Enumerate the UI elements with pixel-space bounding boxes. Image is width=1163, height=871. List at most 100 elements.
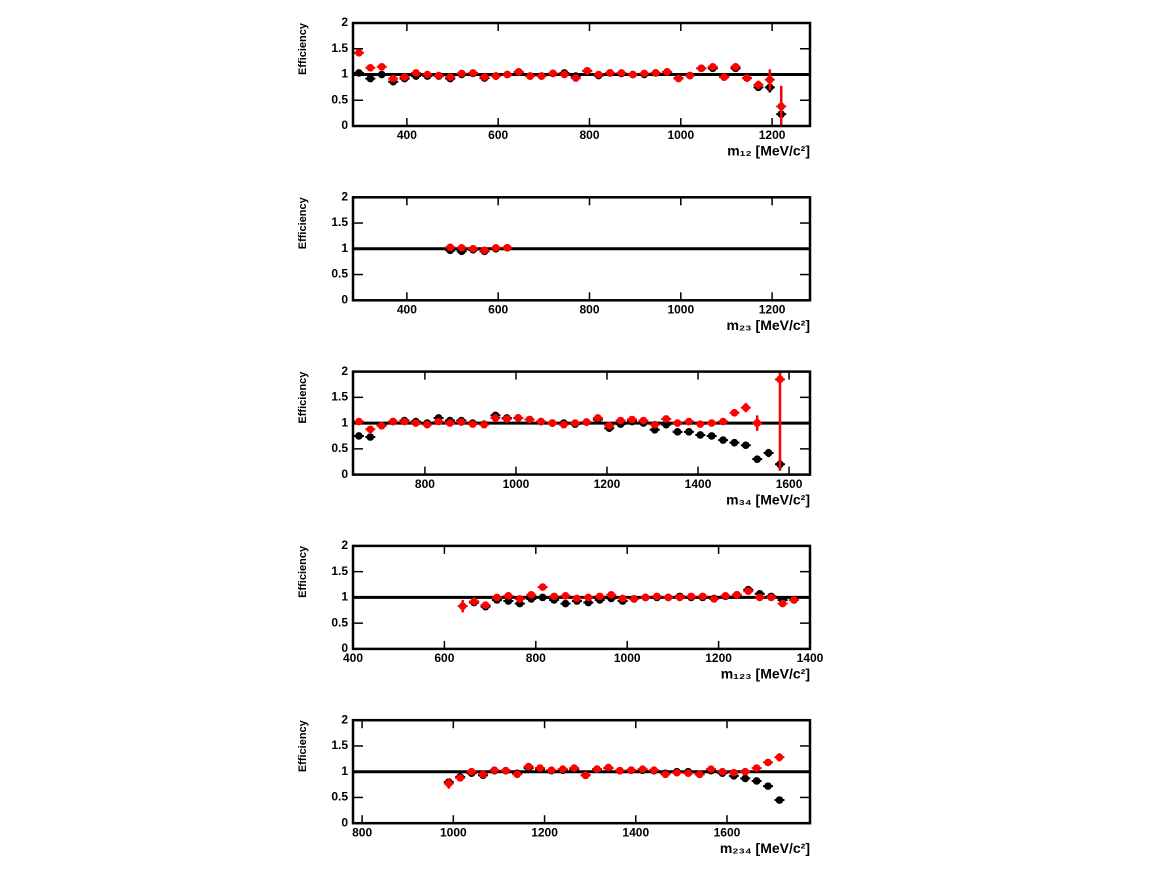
point	[377, 70, 386, 79]
x-tick-label: 1000	[667, 128, 694, 142]
point	[639, 416, 648, 425]
point	[480, 420, 488, 429]
plot-area	[353, 371, 810, 471]
x-tick-label: 600	[434, 651, 454, 665]
point	[697, 64, 706, 73]
y-tick-label: 1	[341, 241, 348, 255]
point	[400, 73, 409, 81]
point	[708, 62, 717, 71]
point	[687, 592, 695, 601]
x-tick-label: 1200	[594, 477, 621, 491]
point	[673, 428, 682, 436]
point	[366, 433, 375, 441]
point	[775, 796, 784, 804]
point	[434, 417, 443, 426]
point	[355, 432, 363, 440]
point	[389, 74, 397, 83]
point	[503, 70, 512, 79]
plot-area	[353, 753, 810, 804]
frame	[351, 718, 812, 825]
point	[444, 779, 453, 788]
point	[627, 766, 636, 774]
point	[719, 436, 727, 444]
point	[651, 69, 660, 77]
y-tick-label: 0	[341, 641, 348, 655]
point	[741, 767, 750, 776]
panel: 0 0.5 1 1.5 2 800 1000 1200 1400 1600 Efficiency m₃…	[297, 364, 812, 507]
x-tick-label: 1000	[440, 825, 467, 839]
point	[503, 415, 511, 423]
x-tick-label: 400	[397, 302, 417, 316]
y-tick-label: 0.5	[331, 92, 348, 106]
point	[764, 758, 772, 767]
y-tick-label: 1.5	[331, 564, 348, 578]
point	[617, 69, 626, 77]
x-tick-label: 800	[526, 651, 546, 665]
point	[698, 592, 707, 601]
point	[537, 72, 546, 80]
point	[446, 243, 455, 252]
point	[514, 68, 523, 76]
point	[753, 419, 761, 427]
point	[604, 763, 613, 772]
point	[650, 420, 659, 429]
x-axis-label: m₂₃₄ [MeV/c²]	[720, 840, 810, 856]
y-tick-label: 2	[341, 364, 348, 378]
x-tick-label: 1600	[714, 825, 741, 839]
point	[730, 409, 739, 417]
point	[492, 243, 500, 252]
point	[423, 70, 432, 79]
point	[593, 765, 601, 773]
x-tick-label: 800	[352, 825, 372, 839]
point	[584, 593, 593, 602]
point	[548, 419, 557, 427]
x-tick-label: 1400	[685, 477, 712, 491]
point	[504, 592, 513, 600]
x-tick-label: 600	[488, 128, 508, 142]
point	[640, 69, 649, 78]
point	[479, 770, 487, 779]
x-axis-label: m₁₂₃ [MeV/c²]	[721, 666, 810, 682]
y-tick-label: 1	[341, 764, 348, 778]
point	[719, 417, 727, 426]
point	[469, 69, 477, 77]
point	[571, 419, 579, 427]
point	[741, 774, 750, 783]
x-tick-label: 400	[397, 128, 417, 142]
point	[559, 765, 567, 773]
point	[400, 417, 409, 426]
point	[458, 602, 467, 610]
y-tick-label: 1.5	[331, 215, 348, 229]
y-tick-label: 0.5	[331, 790, 348, 804]
point	[628, 415, 636, 424]
point	[743, 74, 751, 82]
x-tick-label: 1200	[705, 651, 732, 665]
point	[366, 425, 375, 434]
point	[480, 73, 489, 81]
point	[469, 245, 477, 253]
point	[457, 418, 466, 426]
point	[707, 419, 716, 427]
point	[573, 594, 581, 603]
point	[549, 69, 557, 78]
point	[514, 414, 523, 422]
point	[457, 69, 466, 78]
y-tick-label: 2	[341, 189, 348, 203]
point	[752, 764, 761, 772]
point	[355, 417, 363, 426]
point	[718, 767, 727, 776]
point	[493, 593, 501, 602]
y-axis-label: Efficiency	[297, 196, 309, 249]
x-axis-label: m₁₂ [MeV/c²]	[727, 143, 810, 159]
point	[662, 415, 670, 423]
point	[492, 72, 500, 80]
point	[663, 68, 671, 76]
point	[355, 69, 363, 77]
y-axis-label: Efficiency	[297, 22, 309, 75]
point	[764, 449, 773, 457]
y-tick-label: 0	[341, 118, 348, 132]
point	[412, 69, 420, 77]
panel: 0 0.5 1 1.5 2 400 600 800 1000 1200 Efficiency m₂₃ …	[297, 189, 812, 333]
point	[696, 431, 705, 439]
